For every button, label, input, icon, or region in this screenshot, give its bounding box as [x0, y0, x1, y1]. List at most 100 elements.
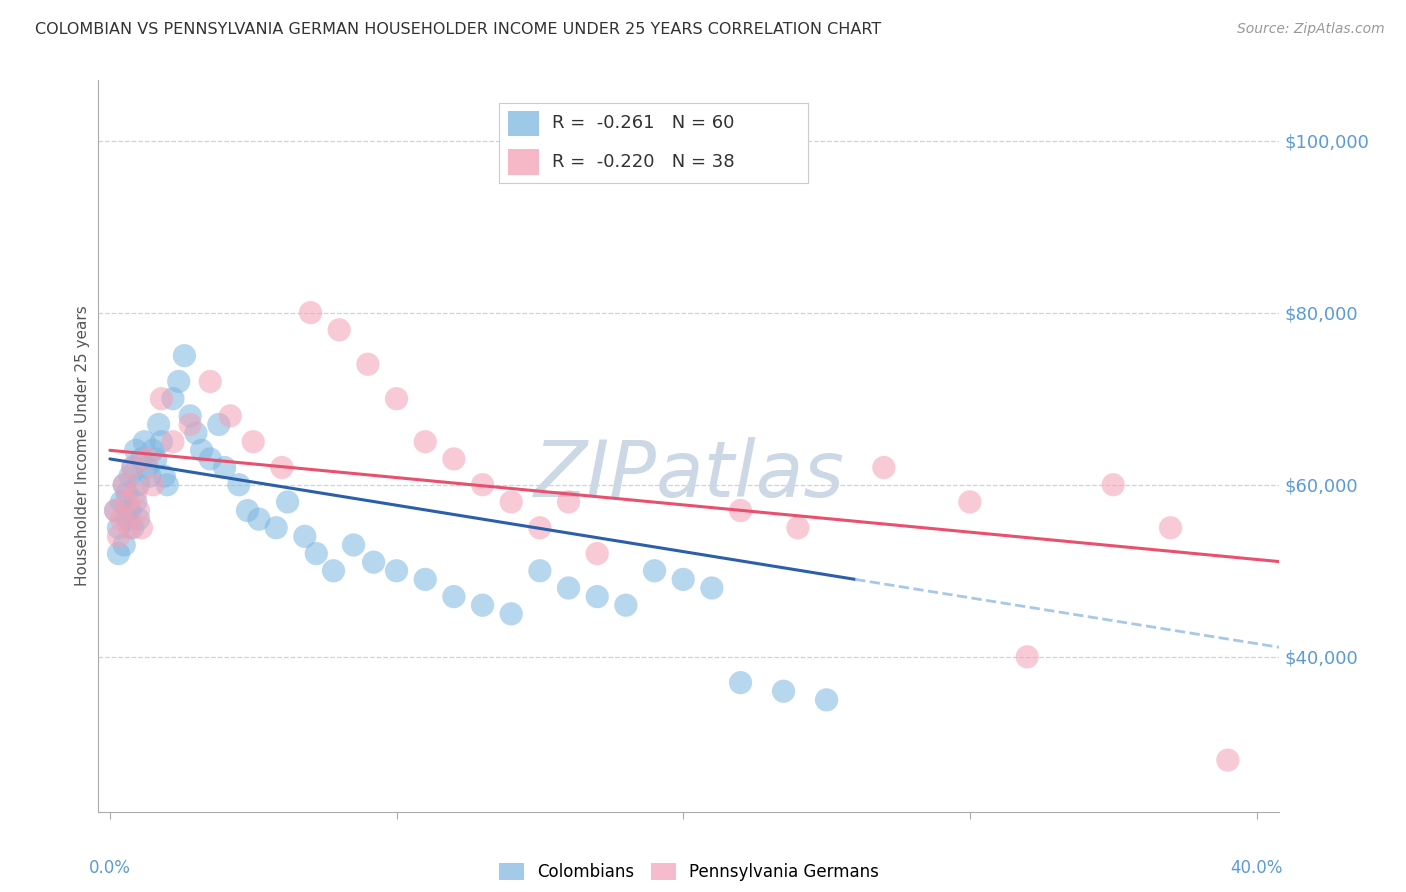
Point	[959, 495, 981, 509]
Point	[443, 590, 465, 604]
Point	[184, 426, 207, 441]
Text: R =  -0.220   N = 38: R = -0.220 N = 38	[551, 153, 734, 171]
Point	[644, 564, 666, 578]
Point	[200, 451, 222, 466]
Point	[110, 495, 132, 509]
Point	[128, 503, 150, 517]
Point	[107, 547, 129, 561]
Point	[118, 503, 141, 517]
Point	[139, 469, 162, 483]
Point	[156, 477, 179, 491]
Point	[125, 443, 148, 458]
Point	[145, 451, 167, 466]
Point	[1102, 477, 1125, 491]
Y-axis label: Householder Income Under 25 years: Householder Income Under 25 years	[75, 306, 90, 586]
Bar	[509, 149, 540, 175]
Point	[586, 590, 609, 604]
Point	[125, 486, 148, 500]
Point	[786, 521, 808, 535]
Point	[167, 375, 190, 389]
Point	[772, 684, 794, 698]
Point	[730, 503, 752, 517]
Point	[115, 486, 138, 500]
Point	[104, 503, 127, 517]
Point	[1160, 521, 1182, 535]
Point	[104, 503, 127, 517]
Point	[357, 357, 380, 371]
Point	[121, 521, 143, 535]
Text: 40.0%: 40.0%	[1230, 859, 1282, 877]
Point	[148, 417, 170, 432]
Text: Source: ZipAtlas.com: Source: ZipAtlas.com	[1237, 22, 1385, 37]
Point	[118, 469, 141, 483]
Point	[173, 349, 195, 363]
Point	[471, 598, 494, 612]
Point	[134, 434, 156, 449]
Point	[142, 477, 165, 491]
Point	[277, 495, 299, 509]
Point	[112, 538, 135, 552]
Point	[443, 451, 465, 466]
Point	[236, 503, 259, 517]
Point	[162, 434, 184, 449]
Point	[1216, 753, 1239, 767]
Point	[299, 305, 322, 319]
Point	[342, 538, 364, 552]
Point	[121, 460, 143, 475]
Point	[529, 521, 551, 535]
Point	[150, 434, 173, 449]
Point	[115, 495, 138, 509]
Point	[118, 521, 141, 535]
Point	[107, 529, 129, 543]
Point	[128, 512, 150, 526]
Point	[700, 581, 723, 595]
Point	[228, 477, 250, 491]
Point	[501, 607, 523, 621]
Point	[121, 460, 143, 475]
Text: 0.0%: 0.0%	[89, 859, 131, 877]
Point	[131, 451, 153, 466]
Point	[294, 529, 316, 543]
Point	[125, 495, 148, 509]
Point	[672, 573, 695, 587]
Point	[614, 598, 637, 612]
Point	[586, 547, 609, 561]
Point	[1017, 649, 1039, 664]
Point	[873, 460, 896, 475]
Point	[270, 460, 292, 475]
Point	[501, 495, 523, 509]
Point	[179, 417, 201, 432]
Point	[115, 512, 138, 526]
Point	[214, 460, 236, 475]
Point	[112, 477, 135, 491]
Point	[162, 392, 184, 406]
Point	[730, 675, 752, 690]
Point	[322, 564, 344, 578]
Point	[471, 477, 494, 491]
Point	[150, 392, 173, 406]
Point	[131, 521, 153, 535]
Point	[247, 512, 270, 526]
Point	[363, 555, 385, 569]
Point	[190, 443, 212, 458]
Point	[815, 693, 838, 707]
Text: ZIPatlas: ZIPatlas	[533, 437, 845, 513]
Bar	[509, 111, 540, 136]
Point	[557, 581, 579, 595]
Point	[385, 392, 408, 406]
Point	[112, 477, 135, 491]
Point	[110, 512, 132, 526]
Point	[242, 434, 264, 449]
Legend: Colombians, Pennsylvania Germans: Colombians, Pennsylvania Germans	[492, 856, 886, 888]
Point	[153, 469, 176, 483]
Point	[264, 521, 287, 535]
Point	[136, 451, 159, 466]
Point	[385, 564, 408, 578]
Point	[200, 375, 222, 389]
Point	[529, 564, 551, 578]
Point	[107, 521, 129, 535]
Point	[136, 460, 159, 475]
Point	[413, 434, 436, 449]
Point	[128, 477, 150, 491]
Point	[219, 409, 242, 423]
